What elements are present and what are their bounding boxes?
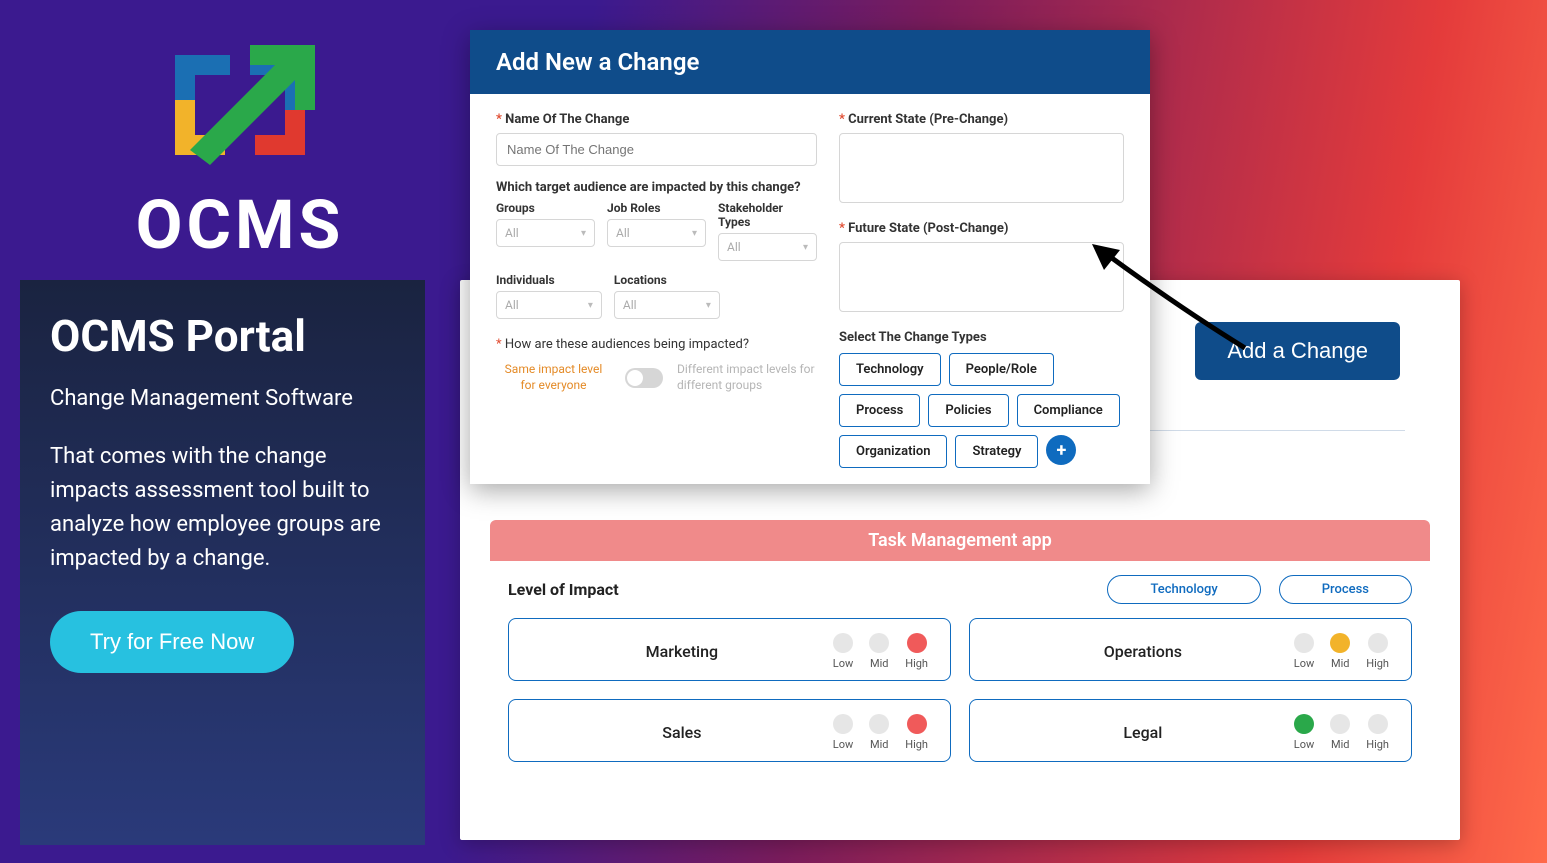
add-change-type-button[interactable]: + [1046, 435, 1076, 465]
impact-dot[interactable] [1368, 714, 1388, 734]
change-type-chip[interactable]: Process [839, 394, 920, 427]
current-state-input[interactable] [839, 133, 1124, 203]
change-types-label: Select The Change Types [839, 330, 1124, 345]
impact-card-name: Sales [531, 723, 833, 742]
individuals-value: All [505, 298, 519, 312]
locations-value: All [623, 298, 637, 312]
impact-question: * How are these audiences being impacted… [496, 337, 817, 352]
impact-header: Task Management app [490, 520, 1430, 561]
impact-card: MarketingLow Mid High [508, 618, 951, 681]
toggle-left-label: Same impact level for everyone [496, 362, 611, 393]
impact-title: Level of Impact [508, 580, 619, 599]
stakeholder-label: Stakeholder Types [718, 201, 817, 229]
groups-label: Groups [496, 201, 595, 215]
brand-name: OCMS [105, 185, 375, 265]
promo-description: That comes with the change impacts asses… [50, 440, 395, 576]
impact-card-name: Operations [992, 642, 1294, 661]
brand-logo: OCMS [105, 35, 375, 265]
impact-tabs: Technology Process [1107, 575, 1412, 604]
impact-dot[interactable] [869, 714, 889, 734]
impact-dot-label: Low [833, 657, 853, 670]
impact-dot[interactable] [1330, 714, 1350, 734]
impact-dot[interactable] [833, 633, 853, 653]
future-state-input[interactable] [839, 242, 1124, 312]
impact-card: SalesLow Mid High [508, 699, 951, 762]
individuals-select[interactable]: All ▾ [496, 291, 602, 319]
logo-icon [155, 35, 325, 175]
modal-right-column: Current State (Pre-Change) Future State … [839, 112, 1124, 468]
promo-panel: OCMS Portal Change Management Software T… [20, 280, 425, 845]
chevron-down-icon: ▾ [588, 300, 593, 311]
name-input[interactable] [496, 133, 817, 166]
groups-value: All [505, 226, 519, 240]
impact-dot-label: Low [1294, 657, 1314, 670]
impact-dot[interactable] [1294, 633, 1314, 653]
modal-title: Add New a Change [470, 30, 1150, 94]
add-change-button[interactable]: Add a Change [1195, 322, 1400, 380]
impact-dot-label: Low [833, 738, 853, 751]
promo-subtitle: Change Management Software [50, 382, 395, 415]
impact-dot-label: Mid [1331, 738, 1349, 751]
impact-card: LegalLow Mid High [969, 699, 1412, 762]
impact-dot[interactable] [907, 633, 927, 653]
chevron-down-icon: ▾ [706, 300, 711, 311]
impact-dot[interactable] [1294, 714, 1314, 734]
impact-dot[interactable] [869, 633, 889, 653]
change-type-chip[interactable]: Strategy [955, 435, 1038, 468]
audience-question: Which target audience are impacted by th… [496, 180, 817, 195]
locations-select[interactable]: All ▾ [614, 291, 720, 319]
change-type-chip[interactable]: Technology [839, 353, 941, 386]
impact-card: OperationsLow Mid High [969, 618, 1412, 681]
impact-dot[interactable] [1330, 633, 1350, 653]
stakeholder-select[interactable]: All ▾ [718, 233, 817, 261]
individuals-label: Individuals [496, 273, 602, 287]
jobroles-select[interactable]: All ▾ [607, 219, 706, 247]
impact-dot-label: High [905, 657, 928, 670]
change-type-chip[interactable]: Policies [928, 394, 1008, 427]
modal-left-column: Name Of The Change Which target audience… [496, 112, 817, 468]
change-type-chip[interactable]: Compliance [1017, 394, 1120, 427]
impact-dot-label: Low [1294, 738, 1314, 751]
chevron-down-icon: ▾ [692, 228, 697, 239]
change-type-chip[interactable]: People/Role [949, 353, 1054, 386]
impact-toggle[interactable] [625, 368, 663, 388]
change-type-chips: TechnologyPeople/Role ProcessPolicies Comp… [839, 353, 1124, 468]
impact-dot-label: Mid [1331, 657, 1349, 670]
impact-dot[interactable] [1368, 633, 1388, 653]
impact-dot[interactable] [907, 714, 927, 734]
future-state-label: Future State (Post-Change) [839, 221, 1124, 236]
impact-grid: MarketingLowMidHighOperationsLowMidHighS… [508, 618, 1412, 762]
add-change-modal: Add New a Change Name Of The Change Whic… [470, 30, 1150, 484]
toggle-right-label: Different impact levels for different gr… [677, 362, 817, 393]
stakeholder-value: All [727, 240, 741, 254]
name-label: Name Of The Change [496, 112, 817, 127]
locations-label: Locations [614, 273, 720, 287]
impact-dot-label: High [1366, 657, 1389, 670]
impact-panel: Task Management app Level of Impact Tech… [490, 520, 1430, 762]
jobroles-value: All [616, 226, 630, 240]
cta-button[interactable]: Try for Free Now [50, 611, 294, 673]
impact-card-name: Legal [992, 723, 1294, 742]
current-state-label: Current State (Pre-Change) [839, 112, 1124, 127]
impact-dot-label: Mid [870, 738, 888, 751]
impact-dot-label: High [1366, 738, 1389, 751]
impact-question-text: How are these audiences being impacted? [505, 337, 749, 352]
chevron-down-icon: ▾ [581, 228, 586, 239]
chevron-down-icon: ▾ [803, 242, 808, 253]
impact-card-name: Marketing [531, 642, 833, 661]
impact-tab[interactable]: Process [1279, 575, 1412, 604]
groups-select[interactable]: All ▾ [496, 219, 595, 247]
impact-tab[interactable]: Technology [1107, 575, 1260, 604]
jobroles-label: Job Roles [607, 201, 706, 215]
impact-dot-label: High [905, 738, 928, 751]
change-type-chip[interactable]: Organization [839, 435, 947, 468]
impact-dot-label: Mid [870, 657, 888, 670]
promo-heading: OCMS Portal [50, 310, 395, 362]
impact-dot[interactable] [833, 714, 853, 734]
